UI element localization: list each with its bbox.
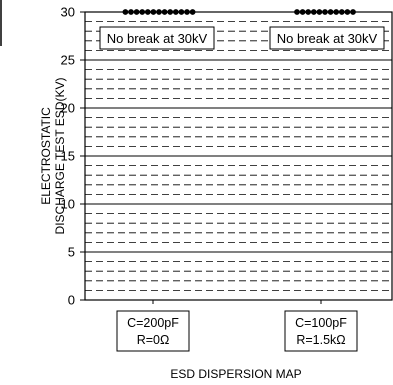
data-point: [144, 9, 151, 15]
data-point: [161, 9, 168, 15]
y-axis-ticks: 0 5 10 15 20 25 30: [61, 5, 322, 308]
data-point: [150, 9, 157, 15]
x-axis-label: ESD DISPERSION MAP: [170, 367, 301, 381]
data-point: [310, 9, 317, 15]
y-axis-label-line-1: ELECTROSTATIC: [39, 107, 53, 205]
data-point: [178, 9, 185, 15]
y-tick-label: 25: [61, 53, 75, 68]
data-point: [299, 9, 306, 15]
y-tick-label: 30: [61, 5, 75, 20]
data-point: [350, 9, 356, 15]
data-point: [133, 9, 140, 15]
data-point: [184, 9, 190, 15]
annotation-text: No break at 30kV: [107, 31, 208, 46]
data-point: [294, 9, 300, 15]
y-tick-label: 20: [61, 101, 75, 116]
data-point: [139, 9, 146, 15]
category-label-box: [116, 310, 190, 352]
data-point: [327, 9, 334, 15]
data-point: [305, 9, 312, 15]
data-point: [322, 9, 328, 15]
data-point: [333, 9, 340, 15]
data-point: [344, 9, 351, 15]
data-point: [156, 9, 162, 15]
y-tick-label: 5: [68, 245, 75, 260]
category-label-line: R=1.5kΩ: [296, 333, 345, 347]
y-tick-label: 15: [61, 149, 75, 164]
annotation-box: [269, 26, 385, 50]
y-axis-label-line-2: DISCHARGE TEST ESD(KV): [53, 78, 67, 235]
data-point: [128, 9, 134, 15]
data-points: [122, 9, 356, 15]
y-tick-label: 10: [61, 197, 75, 212]
data-point: [167, 9, 174, 15]
annotation-text: No break at 30kV: [277, 31, 378, 46]
category-label-box: [284, 310, 358, 352]
category-label-line: R=0Ω: [137, 333, 170, 347]
y-tick-label: 0: [68, 293, 75, 308]
annotations: No break at 30kV No break at 30kV: [99, 26, 385, 50]
category-label-line: C=200pF: [127, 316, 179, 330]
data-point: [189, 9, 196, 15]
data-point: [316, 9, 323, 15]
category-label-line: C=100pF: [295, 316, 347, 330]
data-point: [122, 9, 129, 15]
grid-lines: [85, 21, 392, 291]
data-point: [338, 9, 345, 15]
x-axis-categories: C=200pF R=0Ω C=100pF R=1.5kΩ: [116, 310, 358, 352]
annotation-box: [99, 26, 215, 50]
data-point: [172, 9, 179, 15]
